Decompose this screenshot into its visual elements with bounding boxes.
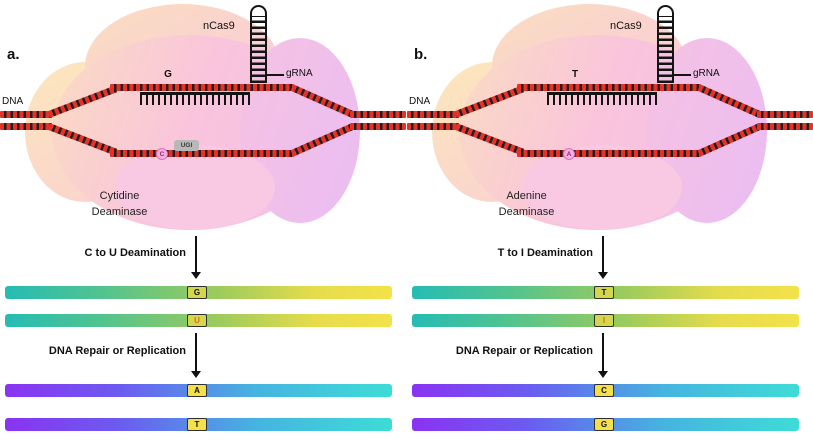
target-base-label: T	[571, 69, 579, 80]
grna-pointer-line	[267, 74, 284, 76]
grna-hairpin-stem-icon	[250, 16, 267, 83]
deaminated-base-circle: C	[156, 148, 168, 160]
panel-label: b.	[414, 46, 428, 63]
grna-hairpin-loop-icon	[250, 5, 267, 18]
target-base-label: G	[164, 69, 172, 80]
protein-cloud	[115, 145, 275, 230]
dna-strand-segment	[110, 84, 294, 91]
dna-strand-segment	[517, 84, 701, 91]
base-box-3: C	[594, 384, 614, 397]
dna-strand-segment	[407, 111, 459, 118]
step1-label: T to I Deamination	[497, 247, 593, 259]
dna-strand-segment	[517, 150, 701, 157]
grna-hairpin-stem-icon	[657, 16, 674, 83]
down-arrow	[602, 236, 604, 272]
base-box-4: T	[187, 418, 207, 431]
dna-strand-segment	[110, 150, 294, 157]
down-arrow	[195, 333, 197, 371]
deaminated-base-circle: A	[563, 148, 575, 160]
ncas9-label: nCas9	[203, 20, 235, 32]
grna-label: gRNA	[693, 68, 720, 79]
dna-strand-segment	[757, 111, 813, 118]
enzyme-line1: Adenine	[506, 190, 547, 202]
panel-b: b. nCas9 gRNA DNA T A Adenine Deaminase …	[407, 0, 813, 444]
step2-label: DNA Repair or Replication	[48, 345, 186, 357]
base-box-2: I	[594, 314, 614, 327]
grna-pointer-line	[674, 74, 691, 76]
step2-label: DNA Repair or Replication	[455, 345, 593, 357]
enzyme-line1: Cytidine	[99, 190, 140, 202]
grna-label: gRNA	[286, 68, 313, 79]
grna-dna-pairing-icon	[140, 92, 250, 105]
dna-label: DNA	[2, 96, 24, 107]
ncas9-label: nCas9	[610, 20, 642, 32]
dna-strand-segment	[407, 123, 459, 130]
enzyme-line2: Deaminase	[498, 206, 555, 218]
step1-label: C to U Deamination	[84, 247, 186, 259]
down-arrow	[195, 236, 197, 272]
base-box-1: T	[594, 286, 614, 299]
enzyme-label: Cytidine Deaminase	[62, 188, 177, 220]
dna-strand-segment	[350, 111, 406, 118]
base-box-4: G	[594, 418, 614, 431]
dna-strand-segment	[0, 111, 52, 118]
enzyme-label: Adenine Deaminase	[469, 188, 584, 220]
ugi-box: UGI	[174, 140, 199, 151]
dna-strand-segment	[0, 123, 52, 130]
base-box-3: A	[187, 384, 207, 397]
grna-hairpin-loop-icon	[657, 5, 674, 18]
base-box-2: U	[187, 314, 207, 327]
grna-dna-pairing-icon	[547, 92, 657, 105]
dna-strand-segment	[757, 123, 813, 130]
dna-label: DNA	[409, 96, 431, 107]
down-arrow	[602, 333, 604, 371]
protein-cloud	[522, 145, 682, 230]
base-box-1: G	[187, 286, 207, 299]
dna-strand-segment	[350, 123, 406, 130]
panel-label: a.	[7, 46, 20, 63]
panel-a: a. nCas9 gRNA DNA G C UGI Cytidine Deami…	[0, 0, 406, 444]
enzyme-line2: Deaminase	[91, 206, 148, 218]
